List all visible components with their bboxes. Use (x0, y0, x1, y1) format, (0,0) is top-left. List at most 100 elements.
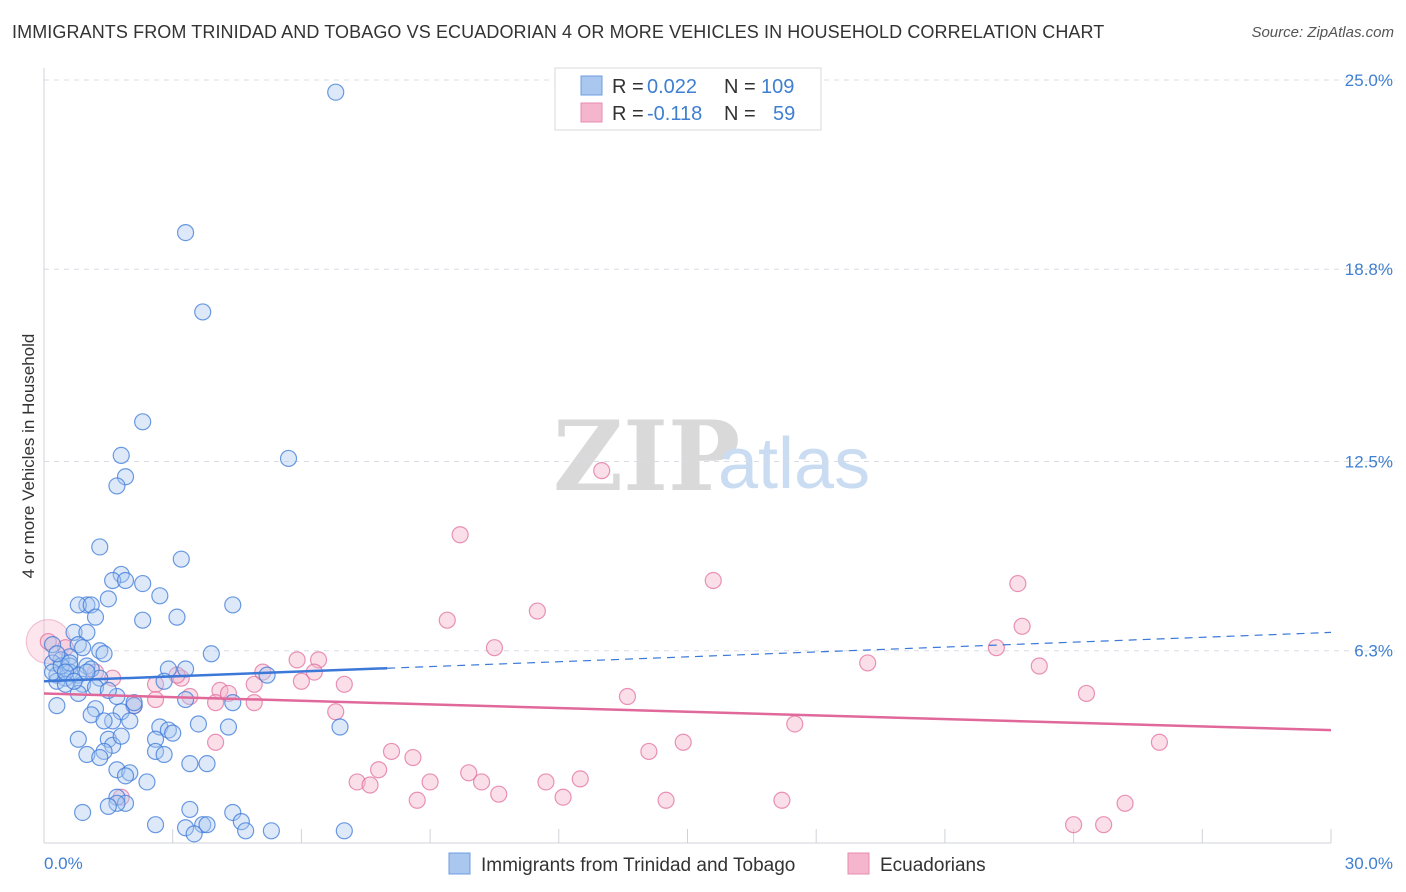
legend-r-label-1: R = (612, 76, 644, 98)
x-tick-label-max: 30.0% (1345, 854, 1393, 873)
scatter-point-trinidad-tobago (237, 822, 255, 840)
scatter-point-trinidad-tobago (91, 748, 109, 767)
bottom-legend-label-pink: Ecuadorians (880, 855, 986, 876)
scatter-point-ecuadorians (490, 785, 508, 803)
scatter-point-trinidad-tobago (224, 694, 242, 712)
legend-r-value-2: -0.118 (647, 103, 702, 125)
scatter-point-trinidad-tobago (198, 755, 216, 773)
scatter-point-trinidad-tobago (194, 816, 212, 834)
scatter-point-trinidad-tobago (335, 822, 353, 840)
scatter-point-trinidad-tobago (262, 822, 280, 840)
scatter-point-trinidad-tobago (108, 761, 126, 779)
x-tick-label-min: 0.0% (44, 854, 83, 873)
scatter-point-trinidad-tobago (86, 608, 105, 626)
scatter-point-ecuadorians (657, 791, 675, 809)
legend-r-label-2: R = (612, 103, 644, 125)
scatter-point-trinidad-tobago (108, 788, 126, 806)
scatter-point-ecuadorians (1013, 617, 1031, 635)
horizontal-gridlines (44, 79, 1395, 652)
trend-line-trinidad-tobago (43, 666, 388, 683)
scatter-point-ecuadorians (460, 764, 478, 782)
scatter-point-trinidad-tobago (219, 718, 238, 736)
scatter-point-ecuadorians (146, 690, 165, 709)
legend-r-value-1: 0.022 (647, 76, 697, 98)
y-tick-label: 25.0% (1345, 71, 1393, 90)
series-legend: Immigrants from Trinidad and Tobago Ecua… (448, 852, 986, 876)
scatter-point-trinidad-tobago (138, 773, 156, 791)
scatter-point-trinidad-tobago (69, 596, 87, 614)
scatter-point-ecuadorians (361, 776, 379, 794)
trend-line-trinidad-tobago-extension (387, 631, 1332, 669)
scatter-point-trinidad-tobago (181, 800, 199, 819)
scatter-point-trinidad-tobago (116, 571, 135, 590)
watermark: ZIP atlas (553, 400, 870, 513)
scatter-point-trinidad-tobago (116, 468, 135, 486)
legend-swatch-pink (580, 102, 603, 123)
scatter-point-trinidad-tobago (176, 224, 195, 242)
scatter-point-ecuadorians (288, 651, 306, 669)
scatter-point-trinidad-tobago (202, 645, 220, 663)
chart-title: IMMIGRANTS FROM TRINIDAD AND TOBAGO VS E… (12, 22, 1105, 42)
scatter-point-trinidad-tobago (146, 816, 165, 834)
scatter-point-trinidad-tobago (189, 715, 208, 733)
scatter-point-trinidad-tobago (48, 697, 66, 715)
chart-source: Source: ZipAtlas.com (1251, 24, 1394, 41)
scatter-point-ecuadorians (348, 773, 366, 791)
scatter-point-trinidad-tobago (176, 819, 195, 837)
scatter-point-ecuadorians (408, 791, 426, 809)
scatter-point-ecuadorians (382, 742, 401, 761)
scatter-point-trinidad-tobago (176, 690, 195, 709)
y-axis-label: 4 or more Vehicles in Household (19, 334, 38, 579)
scatter-point-trinidad-tobago (155, 745, 173, 764)
scatter-point-ecuadorians (335, 675, 353, 693)
scatter-point-ecuadorians (1064, 816, 1083, 834)
y-tick-label: 12.5% (1345, 453, 1393, 472)
scatter-point-trinidad-tobago (172, 550, 190, 568)
legend-n-value-2: 59 (773, 103, 795, 125)
scatter-point-trinidad-tobago (185, 825, 203, 843)
scatter-point-ecuadorians (593, 462, 611, 480)
scatter-point-ecuadorians (1150, 733, 1169, 751)
series-ecuadorians (25, 462, 1169, 834)
y-tick-label: 6.3% (1354, 642, 1393, 661)
scatter-point-ecuadorians (245, 694, 263, 712)
scatter-point-trinidad-tobago (99, 590, 117, 608)
scatter-point-trinidad-tobago (327, 83, 345, 101)
scatter-point-trinidad-tobago (224, 596, 242, 614)
legend-n-value-1: 109 (761, 76, 794, 98)
scatter-point-ecuadorians (472, 773, 491, 791)
scatter-point-trinidad-tobago (232, 813, 250, 831)
scatter-point-ecuadorians (1009, 574, 1027, 593)
bottom-legend-label-blue: Immigrants from Trinidad and Tobago (481, 855, 795, 876)
scatter-point-trinidad-tobago (134, 611, 152, 629)
scatter-point-ecuadorians (1077, 684, 1096, 703)
scatter-point-ecuadorians (292, 672, 310, 690)
scatter-point-trinidad-tobago (43, 636, 62, 654)
scatter-point-trinidad-tobago (134, 574, 152, 593)
scatter-point-trinidad-tobago (108, 477, 126, 495)
scatter-point-ecuadorians (987, 639, 1005, 657)
scatter-point-trinidad-tobago (99, 797, 117, 815)
scatter-point-ecuadorians (674, 733, 692, 751)
scatter-point-trinidad-tobago (125, 694, 143, 712)
scatter-point-trinidad-tobago (74, 639, 92, 657)
scatter-point-trinidad-tobago (121, 712, 139, 730)
scatter-point-ecuadorians (1116, 794, 1134, 812)
scatter-point-trinidad-tobago (331, 718, 349, 736)
legend-n-label-1: N = (724, 76, 756, 98)
scatter-point-trinidad-tobago (78, 745, 96, 764)
legend-n-label-2: N = (724, 103, 756, 125)
bottom-legend-swatch-pink (847, 852, 870, 875)
scatter-point-trinidad-tobago (95, 712, 113, 730)
scatter-point-trinidad-tobago (74, 803, 92, 822)
y-tick-labels: 6.3% 12.5% 18.8% 25.0% (1345, 71, 1393, 661)
scatter-point-ecuadorians (327, 703, 345, 721)
scatter-point-ecuadorians (245, 675, 263, 693)
scatter-point-trinidad-tobago (279, 449, 298, 468)
scatter-point-ecuadorians (618, 687, 637, 706)
scatter-point-ecuadorians (773, 791, 791, 809)
scatter-point-trinidad-tobago (112, 703, 130, 721)
watermark-zip: ZIP (553, 400, 740, 513)
scatter-point-ecuadorians (554, 788, 572, 806)
